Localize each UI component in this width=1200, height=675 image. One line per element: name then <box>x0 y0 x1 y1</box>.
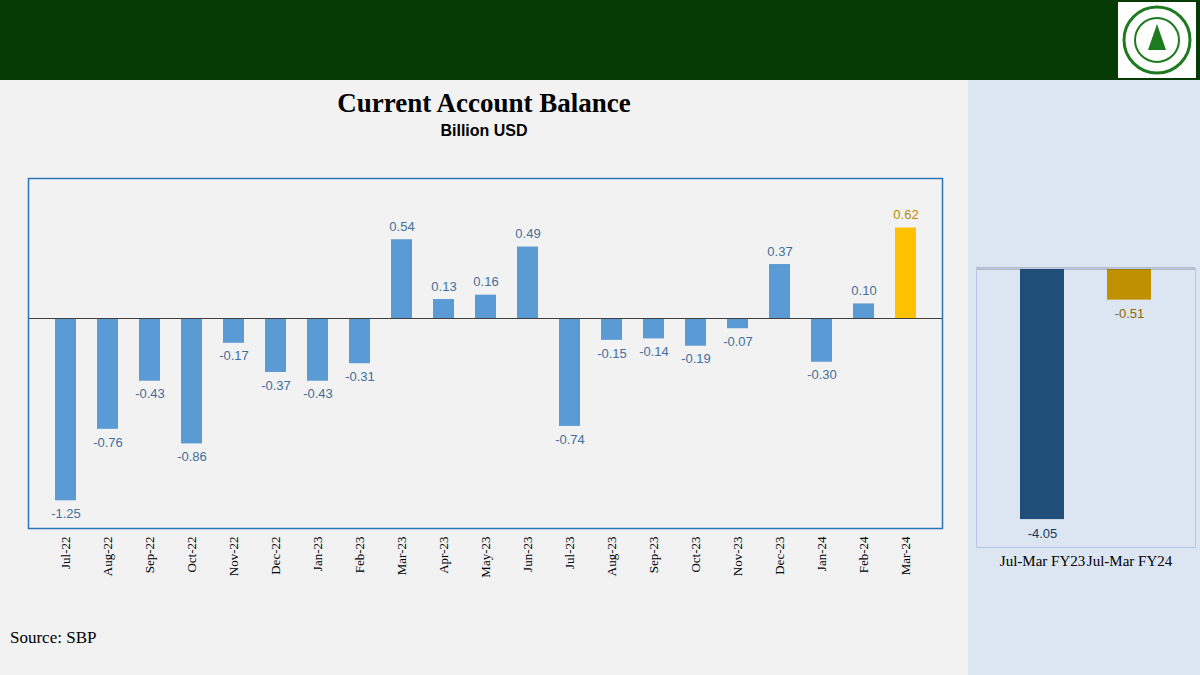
svg-text:Mar-24: Mar-24 <box>898 536 913 575</box>
svg-text:-0.51: -0.51 <box>1115 306 1145 321</box>
svg-text:Aug-22: Aug-22 <box>100 537 115 577</box>
svg-text:Jan-23: Jan-23 <box>310 537 325 572</box>
svg-text:-0.15: -0.15 <box>597 346 627 361</box>
svg-text:-0.43: -0.43 <box>303 386 333 401</box>
html-text:Source: SBP: Source: SBP <box>10 628 97 647</box>
svg-text:0.10: 0.10 <box>851 283 876 298</box>
svg-text:-0.17: -0.17 <box>219 348 249 363</box>
svg-text:Dec-22: Dec-22 <box>268 537 283 575</box>
svg-text:Jan-24: Jan-24 <box>814 536 829 571</box>
svg-text:Aug-23: Aug-23 <box>604 537 619 577</box>
svg-text:0.37: 0.37 <box>767 244 792 259</box>
svg-text:Jul-23: Jul-23 <box>562 537 577 570</box>
svg-text:Feb-23: Feb-23 <box>352 537 367 574</box>
svg-text:-1.25: -1.25 <box>51 506 81 521</box>
svg-text:Apr-23: Apr-23 <box>436 537 451 574</box>
svg-text:0.16: 0.16 <box>473 274 498 289</box>
svg-text:-0.76: -0.76 <box>93 434 123 449</box>
svg-text:Dec-23: Dec-23 <box>772 537 787 575</box>
svg-text:Jun-23: Jun-23 <box>520 537 535 572</box>
svg-text:-0.30: -0.30 <box>807 367 837 382</box>
svg-text:-0.14: -0.14 <box>639 344 669 359</box>
svg-text:Sep-23: Sep-23 <box>646 537 661 574</box>
svg-text:-0.43: -0.43 <box>135 386 165 401</box>
svg-text:Jul-Mar FY24: Jul-Mar FY24 <box>1087 553 1173 569</box>
svg-text:Feb-24: Feb-24 <box>856 536 871 573</box>
svg-text:Nov-23: Nov-23 <box>730 537 745 577</box>
svg-text:Sep-22: Sep-22 <box>142 537 157 574</box>
svg-text:Jul-Mar FY23: Jul-Mar FY23 <box>1000 553 1085 569</box>
html-text:Current Account Balance: Current Account Balance <box>337 88 631 118</box>
svg-text:Oct-22: Oct-22 <box>184 537 199 573</box>
html-text:Billion USD: Billion USD <box>440 122 528 139</box>
svg-text:Jul-22: Jul-22 <box>58 537 73 570</box>
svg-text:-0.86: -0.86 <box>177 449 207 464</box>
svg-text:-0.37: -0.37 <box>261 378 291 393</box>
svg-text:-4.05: -4.05 <box>1028 526 1058 541</box>
svg-text:May-23: May-23 <box>478 537 493 578</box>
svg-text:0.62: 0.62 <box>893 207 918 222</box>
svg-text:Nov-22: Nov-22 <box>226 537 241 577</box>
svg-text:Mar-23: Mar-23 <box>394 537 409 576</box>
svg-text:-0.19: -0.19 <box>681 351 711 366</box>
svg-text:0.49: 0.49 <box>515 226 540 241</box>
svg-text:0.54: 0.54 <box>389 219 414 234</box>
svg-text:0.13: 0.13 <box>431 279 456 294</box>
svg-text:Oct-23: Oct-23 <box>688 537 703 573</box>
svg-text:-0.74: -0.74 <box>555 432 585 447</box>
svg-text:-0.07: -0.07 <box>723 334 753 349</box>
svg-text:-0.31: -0.31 <box>345 369 375 384</box>
